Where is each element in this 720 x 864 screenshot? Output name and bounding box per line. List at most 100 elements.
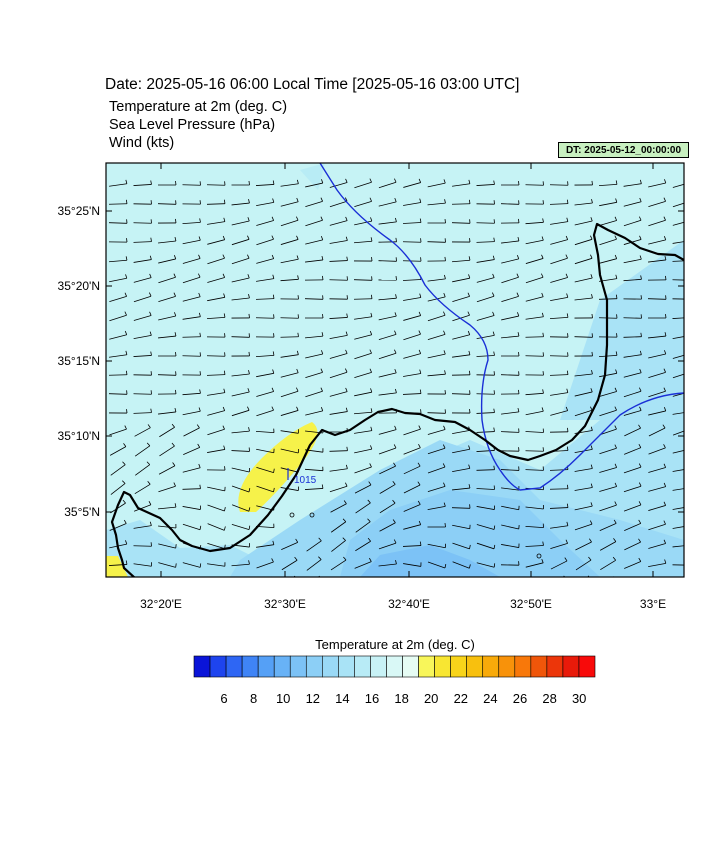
- colorbar-tick-label: 30: [572, 691, 586, 706]
- wind-barb: [403, 447, 421, 455]
- wind-barb-flag: [419, 369, 422, 374]
- wind-barb: [231, 202, 250, 206]
- wind-barb: [256, 409, 274, 417]
- wind-barb-flag: [122, 499, 126, 504]
- colorbar-swatch: [530, 655, 548, 678]
- wind-barb-flag: [395, 237, 397, 242]
- wind-barb-flag: [639, 350, 642, 355]
- wind-barb-flag: [175, 218, 177, 223]
- wind-barb-flag: [467, 330, 471, 335]
- wind-barb: [476, 241, 495, 243]
- wind-barb: [549, 184, 569, 186]
- wind-barb: [158, 276, 176, 284]
- wind-barb-flag: [395, 560, 397, 565]
- wind-barb: [550, 277, 568, 283]
- wind-barb: [623, 336, 642, 338]
- wind-barb-flag: [271, 254, 275, 259]
- axis-ticks: [106, 163, 684, 577]
- wind-barb: [108, 259, 128, 263]
- colorbar-swatch: [338, 655, 355, 678]
- wind-barb-flag: [171, 423, 175, 428]
- wind-barb: [256, 561, 274, 569]
- wind-barb: [305, 200, 323, 208]
- wind-barb-flag: [638, 424, 641, 429]
- wind-barb: [305, 371, 323, 379]
- wind-barb: [599, 238, 617, 246]
- colorbar-tick-labels: 6 8 10 12 14 16 18 20 22 24 26 28 30: [220, 691, 586, 706]
- wind-barb-flag: [123, 443, 127, 447]
- wind-barb: [574, 391, 593, 397]
- wind-barb-flag: [589, 538, 592, 543]
- wind-barb: [231, 467, 250, 473]
- wind-barb: [451, 259, 471, 263]
- wind-barb: [452, 487, 470, 491]
- wind-barb-flag: [689, 350, 691, 354]
- wind-barb: [207, 486, 225, 492]
- wind-barb: [256, 258, 274, 264]
- wind-barb: [256, 238, 274, 246]
- map-frame: [105, 162, 685, 578]
- wind-barb: [256, 391, 274, 397]
- wind-barb-flag: [149, 273, 152, 278]
- wind-barb: [574, 202, 593, 206]
- wind-barb-flag: [517, 332, 520, 337]
- wind-barb-flag: [417, 481, 421, 486]
- wind-barb-flag: [296, 368, 299, 373]
- wind-barb-flag: [199, 525, 202, 530]
- wind-barb-flag: [467, 311, 470, 316]
- wind-barb-flag: [638, 501, 642, 506]
- wind-barb: [182, 258, 201, 264]
- wind-barb: [158, 525, 176, 529]
- wind-barb-flag: [468, 370, 471, 375]
- wind-barb: [305, 259, 323, 263]
- wind-barb: [182, 239, 201, 245]
- wind-barb-flag: [345, 464, 348, 469]
- wind-barb: [624, 523, 641, 531]
- wind-barb: [501, 276, 519, 284]
- wind-barb-flag: [591, 199, 593, 204]
- wind-barb: [427, 278, 446, 282]
- wind-barb: [134, 445, 151, 457]
- wind-barb-flag: [394, 312, 397, 317]
- colorbar-tick-label: 6: [220, 691, 227, 706]
- wind-barb-flag: [345, 482, 348, 487]
- wind-barb-flag: [175, 351, 177, 357]
- wind-barb: [109, 428, 127, 436]
- wind-barb-flag: [418, 349, 422, 354]
- wind-barb-flag: [587, 575, 590, 577]
- wind-barb: [158, 315, 176, 321]
- wind-barb: [648, 219, 666, 227]
- colorbar-tick-label: 22: [454, 691, 468, 706]
- wind-barb-flag: [493, 427, 495, 432]
- wind-barb: [525, 184, 544, 186]
- wind-barb: [158, 335, 176, 339]
- wind-barb: [672, 392, 684, 397]
- wind-barb-flag: [271, 406, 274, 411]
- wind-barb-flag: [541, 254, 544, 259]
- wind-barb: [672, 526, 684, 529]
- wind-barb-flag: [273, 487, 275, 492]
- latitude-label: 35°25'N: [58, 204, 100, 218]
- wind-barb-flag: [613, 538, 617, 542]
- wind-barb-flag: [421, 583, 422, 587]
- wind-barb: [648, 486, 666, 492]
- wind-barb: [550, 410, 568, 416]
- wind-barb-flag: [198, 463, 201, 468]
- wind-barb: [476, 488, 495, 490]
- wind-barb-flag: [662, 424, 666, 429]
- wind-barb-flag: [370, 426, 373, 431]
- wind-barb: [427, 429, 446, 435]
- wind-barb: [600, 559, 616, 571]
- wind-barb: [673, 582, 691, 585]
- wind-barb: [427, 241, 446, 243]
- wind-barb: [206, 316, 226, 320]
- wind-barb-flag: [174, 503, 177, 508]
- wind-barb-flag: [343, 500, 347, 505]
- wind-barb: [574, 336, 593, 338]
- wind-barb-flag: [417, 462, 421, 467]
- wind-barb-flag: [639, 406, 642, 411]
- wind-barb-flag: [640, 275, 642, 280]
- wind-barb-flag: [125, 560, 128, 565]
- wind-barb-flag: [297, 275, 299, 280]
- wind-barb-flag: [590, 235, 593, 240]
